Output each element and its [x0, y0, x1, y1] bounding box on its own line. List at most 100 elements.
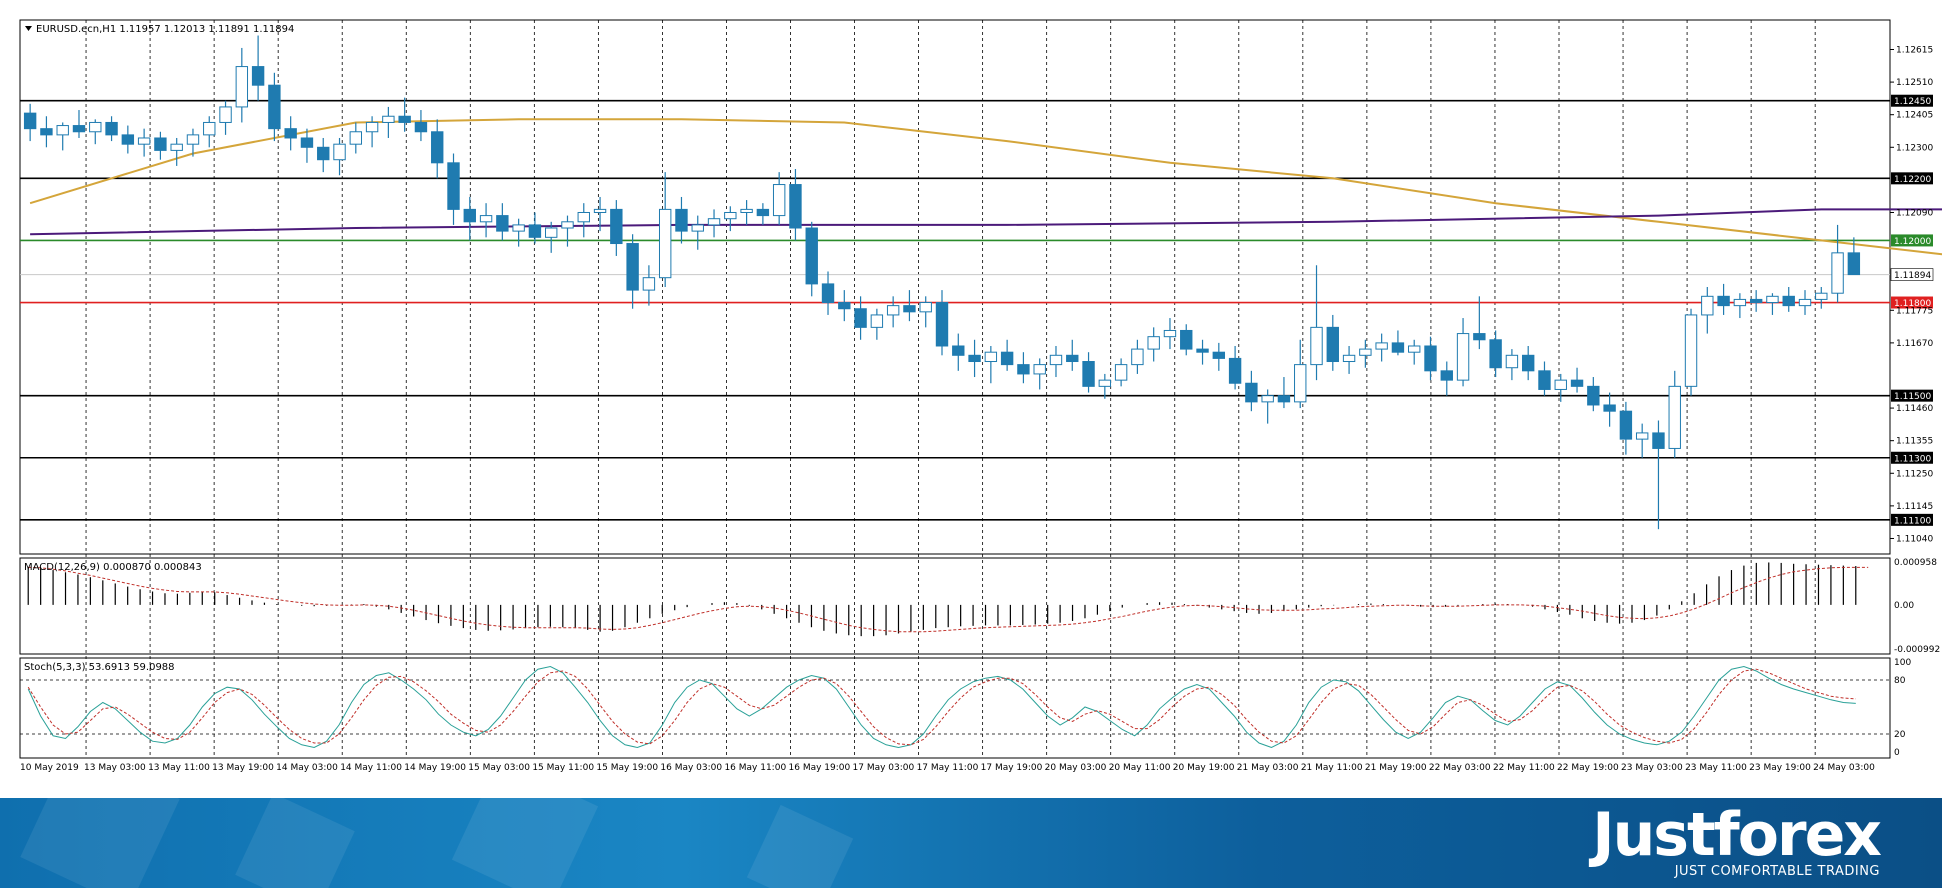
candle-body	[333, 143, 346, 161]
candle-body	[805, 227, 818, 285]
candle-body	[284, 128, 297, 139]
candle-body	[431, 131, 444, 164]
candle-body	[398, 115, 411, 123]
candle-body	[479, 215, 493, 223]
time-axis-label: 22 May 03:00	[1429, 763, 1491, 773]
price-tick-label: 1.11775	[1896, 306, 1933, 316]
level-price-label: 1.12000	[1894, 237, 1931, 247]
candle-body	[137, 137, 151, 145]
level-price-tag	[1891, 451, 1933, 464]
time-axis-label: 14 May 19:00	[404, 763, 466, 773]
time-axis-label: 21 May 03:00	[1237, 763, 1299, 773]
level-price-label: 1.11100	[1894, 516, 1931, 526]
candle-body	[1196, 348, 1209, 353]
candle-body	[1163, 329, 1177, 338]
candle-body	[1424, 345, 1437, 372]
time-axis-label: 23 May 03:00	[1621, 763, 1683, 773]
candle-body	[1294, 364, 1307, 403]
candle-body	[1701, 295, 1714, 316]
candle-body	[1147, 336, 1160, 350]
moving-average-line	[29, 118, 1942, 256]
stoch-panel-frame	[19, 657, 1891, 759]
level-price-label: 1.12200	[1894, 175, 1931, 185]
candle-body	[789, 184, 802, 229]
stoch-title: Stoch(5,3,3) 53.6913 59.0988	[24, 662, 175, 673]
candle-body	[658, 208, 672, 279]
candle-body	[528, 224, 542, 238]
time-axis-label: 13 May 19:00	[212, 763, 274, 773]
candle-body	[23, 112, 37, 130]
candle-body	[1587, 385, 1600, 406]
candle-body	[1375, 342, 1388, 350]
candle-body	[821, 283, 835, 304]
candle-body	[1668, 385, 1681, 449]
chart-menu-triangle-icon[interactable]	[25, 26, 32, 31]
candle-body	[593, 208, 607, 213]
candle-body	[1408, 345, 1421, 353]
stoch-main-line	[27, 665, 1856, 749]
level-price-tag	[1891, 513, 1933, 526]
candle-body	[1635, 432, 1649, 440]
candle-body	[382, 115, 395, 123]
candle-body	[1261, 395, 1274, 403]
time-axis-label: 13 May 11:00	[148, 763, 210, 773]
time-axis-label: 16 May 03:00	[660, 763, 722, 773]
candle-body	[1684, 314, 1698, 387]
candle-body	[1082, 361, 1095, 387]
candle-body	[1782, 295, 1795, 307]
price-tick-label: 1.11460	[1896, 404, 1933, 414]
candle-body	[1342, 354, 1356, 363]
time-axis-label: 21 May 19:00	[1365, 763, 1427, 773]
level-price-label: 1.11894	[1894, 271, 1931, 281]
candle-body	[561, 221, 574, 229]
candle-body	[919, 302, 932, 313]
candle-body	[1847, 252, 1861, 276]
banner-decor-shape	[235, 798, 355, 888]
macd-title: MACD(12,26,9) 0.000870 0.000843	[24, 562, 202, 573]
stoch-axis-label: 80	[1894, 676, 1906, 686]
candle-body	[170, 143, 183, 151]
price-tick-label: 1.12090	[1896, 208, 1933, 218]
candle-body	[268, 84, 281, 130]
price-tick-label: 1.11250	[1896, 469, 1933, 479]
time-axis-label: 21 May 11:00	[1301, 763, 1363, 773]
candle-body	[251, 66, 265, 86]
candle-body	[40, 128, 53, 136]
candle-body	[1228, 357, 1242, 384]
time-axis-label: 20 May 11:00	[1109, 763, 1171, 773]
candle-body	[300, 137, 314, 148]
candle-body	[1570, 379, 1584, 387]
candle-body	[1831, 252, 1844, 294]
time-axis-label: 22 May 11:00	[1493, 763, 1555, 773]
candle-body	[952, 345, 965, 356]
time-axis-label: 16 May 11:00	[724, 763, 786, 773]
level-price-tag	[1891, 234, 1933, 247]
price-tick-label: 1.12510	[1896, 78, 1933, 88]
level-price-tag	[1891, 296, 1933, 309]
time-axis-label: 20 May 03:00	[1045, 763, 1107, 773]
horizontal-levels: 1.12450 1.12200 1.12000 1.11894 1.11800 1.115…	[20, 94, 1934, 526]
candle-body	[1310, 326, 1323, 366]
price-tick-label: 1.12405	[1896, 111, 1933, 121]
candle-body	[545, 227, 558, 238]
moving-averages	[29, 118, 1942, 256]
time-axis-label: 23 May 19:00	[1749, 763, 1811, 773]
level-price-label: 1.11300	[1894, 454, 1931, 464]
candle-body	[968, 354, 981, 363]
time-axis-label: 14 May 11:00	[340, 763, 402, 773]
candle-body	[984, 351, 998, 363]
time-axis-label: 23 May 11:00	[1685, 763, 1747, 773]
candle-body	[1473, 333, 1486, 341]
candle-body	[1521, 354, 1535, 372]
candle-body	[1049, 354, 1063, 366]
candle-body	[886, 305, 900, 316]
candle-body	[1033, 364, 1046, 375]
time-axis-label: 17 May 03:00	[853, 763, 915, 773]
candle-body	[1652, 432, 1665, 449]
candle-body	[1000, 351, 1014, 366]
price-axis: 1.12615 1.12510 1.12405 1.12300 1.12090 1.117…	[1890, 45, 1933, 544]
candle-body	[1277, 395, 1291, 403]
candle-body	[1505, 354, 1519, 369]
candle-body	[1456, 333, 1470, 381]
banner-decor-shape	[451, 798, 599, 888]
